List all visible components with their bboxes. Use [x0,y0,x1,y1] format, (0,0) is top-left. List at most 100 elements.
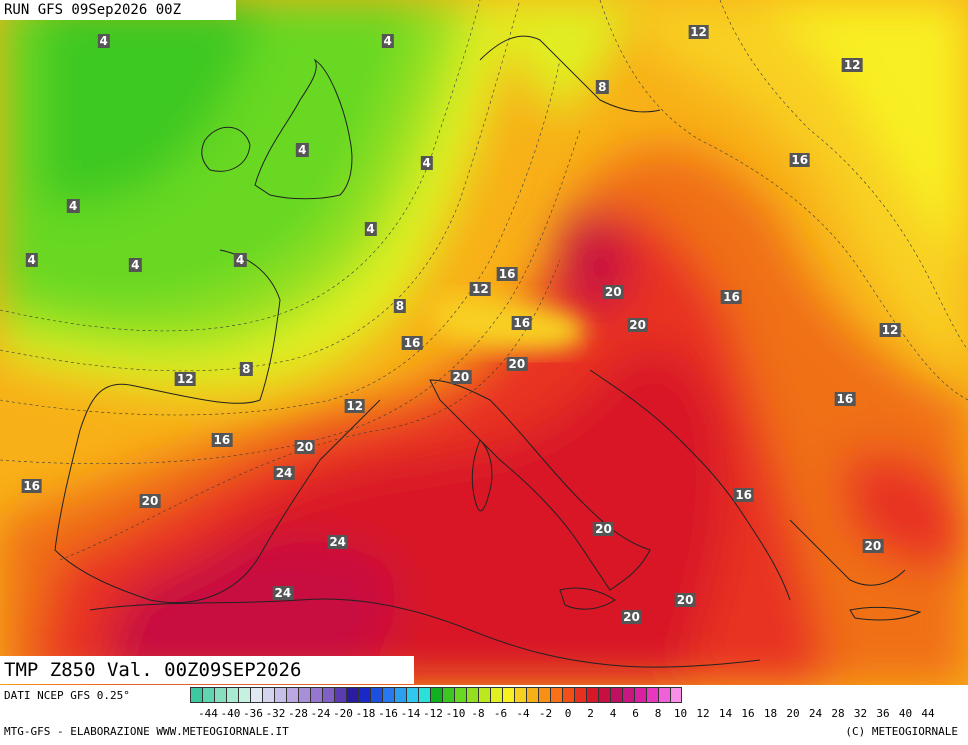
scale-tick-label: -4 [516,707,530,720]
isotherm-label: 12 [841,57,863,72]
isotherm-label: 4 [233,253,247,268]
scale-tick-label: -2 [538,707,553,720]
color-swatch [298,687,310,703]
color-swatch [262,687,274,703]
isotherm-label: 12 [688,25,709,40]
scale-tick-label: -14 [400,707,421,720]
isotherm-label: 20 [674,593,696,607]
scale-tick-label: -36 [243,707,263,720]
color-swatch [442,687,454,703]
scale-tick-label: -16 [378,707,398,720]
color-scale-ticks: -44 -40 -36 -32 -28 -24 -20 -18 -16 -14 -12 -10 -8 -6… [190,707,968,721]
color-swatch [670,687,682,703]
scale-tick-label: 44 [921,707,935,720]
color-swatch [358,687,370,703]
scale-tick-label: 16 [741,707,755,720]
color-swatch [622,687,634,703]
scale-tick-label: -6 [493,707,508,720]
isotherm-label: 4 [129,258,142,273]
color-swatch [526,687,538,703]
isotherm-label: 20 [862,538,884,553]
scale-tick-label: 10 [673,707,688,720]
color-swatch [514,687,526,703]
isotherm-label: 16 [789,152,811,167]
scale-tick-label: 2 [587,707,594,720]
color-swatch [598,687,610,703]
scale-tick-label: -40 [220,707,241,720]
scale-tick-label: -8 [471,707,485,720]
color-swatch [394,687,406,703]
isotherm-label: 20 [506,356,528,371]
isotherm-label: 4 [381,33,394,48]
isotherm-label: 24 [272,586,294,601]
scale-tick-label: 36 [876,707,890,720]
isotherm-label: 4 [97,33,110,48]
isotherm-label: 16 [21,479,43,494]
color-swatch [202,687,214,703]
color-swatch [334,687,346,703]
color-swatch [370,687,382,703]
isotherm-label: 16 [721,290,742,305]
isotherm-label: 4 [25,253,38,268]
color-swatch [226,687,238,703]
color-swatch [238,687,250,703]
isotherm-label: 4 [296,142,309,157]
scale-tick-label: 14 [718,707,733,720]
scale-tick-label: -44 [198,707,218,720]
scale-tick-label: 6 [632,707,639,720]
isotherm-label: 12 [174,372,196,387]
isotherm-label: 20 [593,521,614,536]
isotherm-label: 20 [602,285,624,300]
isotherm-label: 8 [596,79,609,94]
isotherm-label: 16 [511,315,533,330]
credit-left: MTG-GFS - ELABORAZIONE WWW.METEOGIORNALE… [4,725,289,738]
scale-tick-label: 24 [808,707,823,720]
scale-tick-label: 32 [853,707,868,720]
scale-tick-label: -24 [310,707,331,720]
color-swatch [382,687,394,703]
isotherm-label: 16 [733,487,755,502]
color-swatch [610,687,622,703]
temperature-field [0,0,968,685]
isotherm-label: 4 [420,156,433,171]
color-scale [190,687,682,703]
color-swatch [550,687,562,703]
color-swatch [646,687,658,703]
isotherm-label: 8 [393,298,407,313]
scale-tick-label: -18 [355,707,376,720]
isotherm-label: 4 [364,222,377,237]
color-swatch [634,687,646,703]
color-swatch [250,687,262,703]
color-swatch [418,687,430,703]
isotherm-label: 16 [401,336,423,351]
scale-tick-label: 20 [786,707,800,720]
scale-tick-label: 12 [696,707,710,720]
footer: DATI NCEP GFS 0.25° -44 -40 -36 -32 -28 -24 -2… [0,685,968,745]
color-swatch [214,687,226,703]
color-swatch [562,687,574,703]
color-swatch [190,687,202,703]
isotherm-label: 20 [450,370,472,385]
scale-tick-label: -10 [445,707,466,720]
isotherm-label: 20 [621,610,642,624]
scale-tick-label: -12 [423,707,443,720]
color-swatch [430,687,442,703]
temperature-map: 4 4 12 8 12 16 4 4 4 4 4 4 4 16 12 20 16 8 16 20 12 16 20 8 12 20… [0,0,968,685]
scale-tick-label: -32 [265,707,286,720]
alpine-cold-pocket [430,295,587,352]
isotherm-label: 12 [879,322,901,337]
isotherm-label: 20 [139,494,161,509]
isotherm-label: 20 [627,317,648,332]
isotherm-label: 24 [327,535,349,550]
scale-tick-label: 40 [898,707,913,720]
isotherm-label: 12 [469,281,491,296]
isotherm-label: 16 [496,266,518,281]
isotherm-label: 20 [294,440,316,455]
isotherm-label: 12 [344,399,366,414]
color-swatch [658,687,670,703]
isotherm-label: 24 [273,465,295,480]
isotherm-label: 16 [211,433,233,448]
credit-right: (C) METEOGIORNALE [845,725,958,738]
color-swatch [586,687,598,703]
color-swatch [466,687,478,703]
